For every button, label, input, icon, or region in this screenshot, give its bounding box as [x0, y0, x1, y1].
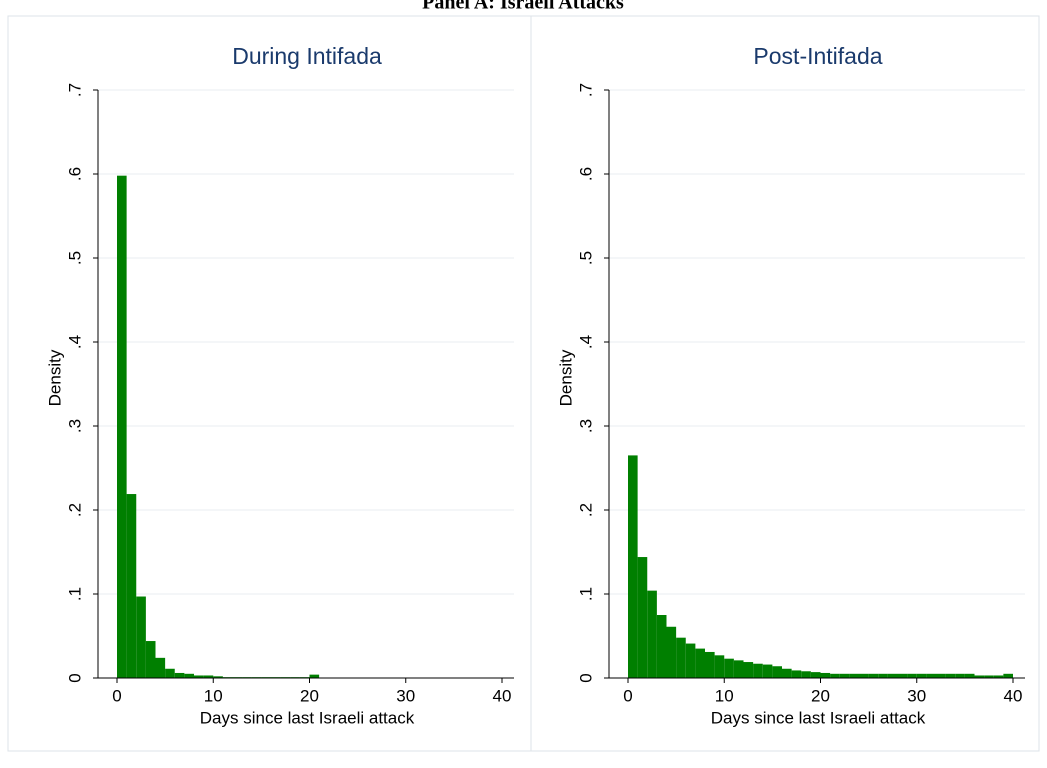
bar: [165, 668, 175, 678]
bar: [820, 672, 831, 678]
bar: [974, 675, 985, 678]
bar: [714, 655, 725, 678]
bar: [309, 674, 320, 678]
bar: [174, 672, 185, 678]
y-tick-label: .7: [576, 83, 595, 97]
y-tick-label: .1: [576, 587, 595, 601]
bar: [993, 675, 1004, 678]
y-tick-label: .4: [576, 335, 595, 349]
x-tick-label: 10: [715, 686, 734, 705]
y-tick-label: .6: [576, 167, 595, 181]
x-tick-label: 20: [811, 686, 830, 705]
x-tick-label: 40: [493, 686, 512, 705]
bar: [126, 494, 137, 678]
panel-title: Post-Intifada: [753, 43, 882, 69]
bar: [926, 673, 936, 678]
bar: [791, 670, 802, 678]
bar: [213, 676, 223, 678]
bar: [194, 675, 204, 678]
y-tick-label: .6: [65, 167, 84, 181]
bar: [155, 657, 166, 678]
bar: [859, 673, 869, 678]
bar: [907, 673, 917, 678]
x-tick-label: 20: [300, 686, 319, 705]
bar: [772, 666, 782, 678]
y-tick-label: .4: [65, 335, 84, 349]
bar: [203, 675, 214, 678]
bar: [705, 651, 715, 678]
figure-frame: [7, 15, 1040, 752]
bar: [117, 175, 127, 678]
bar: [801, 671, 811, 678]
bar: [945, 673, 956, 678]
x-tick-label: 0: [112, 686, 121, 705]
x-axis-label: Days since last Israeli attack: [200, 708, 415, 727]
y-tick-label: 0: [65, 673, 84, 682]
bar: [724, 658, 734, 678]
panel: During Intifada 0 .1 .2 .3 .4 .5 .6 .7 0 10 20 30 40 D…: [45, 43, 514, 727]
bar: [184, 673, 194, 678]
bar: [782, 668, 792, 678]
y-axis-label: Density: [45, 349, 64, 406]
bar: [733, 660, 744, 678]
bar: [666, 626, 677, 678]
y-tick-label: .5: [576, 251, 595, 265]
x-tick-label: 30: [907, 686, 926, 705]
bar: [849, 673, 859, 678]
y-tick-label: .3: [576, 419, 595, 433]
bar: [887, 673, 898, 678]
bar: [685, 643, 696, 678]
bar: [647, 590, 657, 678]
bar: [964, 673, 975, 678]
panel-title: During Intifada: [232, 43, 382, 69]
bar: [955, 673, 965, 678]
bar: [810, 672, 821, 678]
bar: [136, 596, 146, 678]
bar: [628, 455, 638, 678]
bar: [762, 664, 773, 678]
bar: [743, 662, 754, 678]
bar: [897, 673, 908, 678]
bar: [1003, 673, 1013, 678]
x-tick-label: 0: [623, 686, 632, 705]
x-axis-label: Days since last Israeli attack: [711, 708, 926, 727]
bar: [676, 637, 686, 678]
bar: [753, 663, 763, 678]
y-tick-label: .1: [65, 587, 84, 601]
x-tick-label: 10: [204, 686, 223, 705]
bar: [916, 673, 927, 678]
x-tick-label: 40: [1004, 686, 1023, 705]
y-tick-label: 0: [576, 673, 595, 682]
bar: [878, 673, 888, 678]
y-tick-label: .7: [65, 83, 84, 97]
bar: [637, 557, 648, 678]
bar: [839, 673, 850, 678]
bar: [145, 641, 156, 678]
y-tick-label: .5: [65, 251, 84, 265]
y-tick-label: .2: [65, 503, 84, 517]
figure-title: Panel A: Israeli Attacks: [422, 0, 624, 14]
bar: [984, 675, 994, 678]
y-tick-label: .3: [65, 419, 84, 433]
bar: [936, 673, 946, 678]
bar: [656, 615, 667, 678]
bar: [868, 673, 879, 678]
y-axis-label: Density: [556, 349, 575, 406]
bar: [695, 648, 705, 678]
bar: [830, 673, 840, 678]
x-tick-label: 30: [396, 686, 415, 705]
panel: Post-Intifada 0 .1 .2 .3 .4 .5 .6 .7 0 10 20 30 40 Day…: [556, 43, 1025, 727]
y-tick-label: .2: [576, 503, 595, 517]
